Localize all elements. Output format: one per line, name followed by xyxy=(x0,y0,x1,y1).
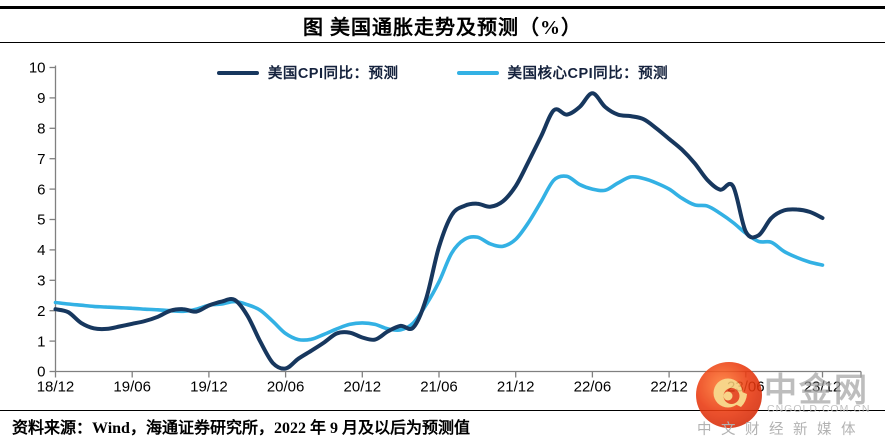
svg-text:19/12: 19/12 xyxy=(190,379,228,396)
svg-text:21/06: 21/06 xyxy=(420,379,458,396)
svg-text:8: 8 xyxy=(37,121,45,138)
chart-legend: 美国CPI同比：预测 美国核心CPI同比：预测 xyxy=(0,62,885,83)
svg-text:3: 3 xyxy=(37,273,45,290)
source-note: 资料来源：Wind，海通证券研究所，2022 年 9 月及以后为预测值 xyxy=(12,420,470,437)
svg-text:2: 2 xyxy=(37,303,45,320)
watermark-name: 中金网 xyxy=(764,371,869,408)
svg-text:19/06: 19/06 xyxy=(113,379,151,396)
legend-label-us-core-cpi: 美国核心CPI同比：预测 xyxy=(507,66,669,82)
svg-text:5: 5 xyxy=(37,212,45,229)
svg-text:23/12: 23/12 xyxy=(804,379,842,396)
svg-text:20/12: 20/12 xyxy=(344,379,382,396)
svg-text:0: 0 xyxy=(37,364,45,381)
watermark-tagline: 中文财经新媒体 xyxy=(697,422,865,438)
svg-text:7: 7 xyxy=(37,151,45,168)
legend-item-us-cpi: 美国CPI同比：预测 xyxy=(216,62,399,83)
svg-text:22/06: 22/06 xyxy=(574,379,612,396)
svg-text:1: 1 xyxy=(37,333,45,350)
svg-text:10: 10 xyxy=(29,60,46,77)
svg-text:9: 9 xyxy=(37,90,45,107)
top-border xyxy=(0,6,885,9)
chart-title: 图 美国通胀走势及预测（%） xyxy=(303,17,582,39)
legend-line-us-cpi-icon xyxy=(216,70,259,75)
svg-text:22/12: 22/12 xyxy=(650,379,688,396)
legend-item-us-core-cpi: 美国核心CPI同比：预测 xyxy=(456,62,669,83)
legend-label-us-cpi: 美国CPI同比：预测 xyxy=(267,66,399,82)
svg-text:18/12: 18/12 xyxy=(37,379,75,396)
svg-text:6: 6 xyxy=(37,181,45,198)
svg-text:21/12: 21/12 xyxy=(497,379,535,396)
title-divider xyxy=(0,42,885,43)
svg-text:4: 4 xyxy=(37,242,45,259)
legend-line-us-core-cpi-icon xyxy=(456,70,499,75)
cngold-logo-icon xyxy=(696,362,762,428)
svg-text:20/06: 20/06 xyxy=(267,379,305,396)
cngold-watermark: 中金网 CNGOLD.COM.CN 中文财经新媒体 xyxy=(693,357,885,445)
watermark-domain: CNGOLD.COM.CN xyxy=(767,403,871,415)
footer-divider xyxy=(0,410,885,411)
